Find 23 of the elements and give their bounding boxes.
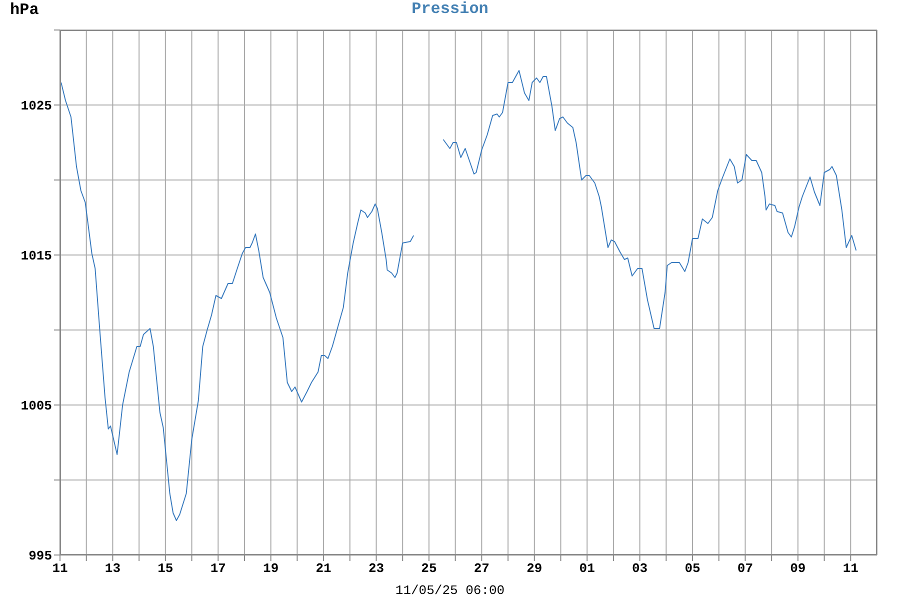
x-tick-label: 21 xyxy=(316,561,332,576)
x-axis-title: 11/05/25 06:00 xyxy=(394,583,506,598)
x-tick-label: 01 xyxy=(579,561,596,576)
y-tick-label: 995 xyxy=(28,548,52,564)
y-tick-label: 1025 xyxy=(20,98,52,114)
x-tick-label: 05 xyxy=(684,561,701,576)
x-tick-label: 19 xyxy=(263,561,279,576)
x-tick-label: 07 xyxy=(737,561,754,576)
chart-title: Pression xyxy=(412,0,488,18)
x-tick-label: 11 xyxy=(52,561,68,576)
x-tick-label: 11 xyxy=(842,561,859,576)
y-axis-title: hPa xyxy=(10,1,39,19)
x-tick-label: 23 xyxy=(368,561,384,576)
x-tick-label: 25 xyxy=(421,561,437,576)
y-tick-label: 1005 xyxy=(20,398,52,414)
x-tick-label: 09 xyxy=(790,561,806,576)
x-tick-label: 13 xyxy=(104,561,121,576)
x-tick-label: 17 xyxy=(210,561,226,576)
x-tick-label: 27 xyxy=(474,561,490,576)
x-tick-label: 03 xyxy=(632,561,648,576)
x-tick-label: 15 xyxy=(158,561,174,576)
y-tick-label: 1015 xyxy=(20,248,52,264)
x-tick-label: 29 xyxy=(526,561,542,576)
